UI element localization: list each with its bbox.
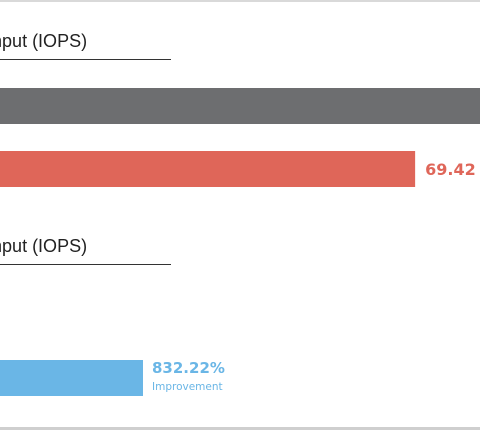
bar-blue (0, 360, 143, 396)
bar-red (0, 151, 416, 187)
bar-baseline (0, 88, 480, 124)
chart-1-title-text: oughput (IOPS) (0, 31, 88, 51)
improvement-label: Improvement (152, 381, 223, 393)
chart-2-title-text: oughput (IOPS) (0, 236, 88, 256)
bottom-border (0, 427, 480, 430)
chart-1-title: oughput (IOPS) (0, 29, 171, 60)
chart-2-title: oughput (IOPS) (0, 234, 171, 265)
top-border (0, 0, 480, 2)
bar-red-value-label: 69.42 (425, 160, 476, 179)
improvement-percent: 832.22% (152, 359, 225, 377)
